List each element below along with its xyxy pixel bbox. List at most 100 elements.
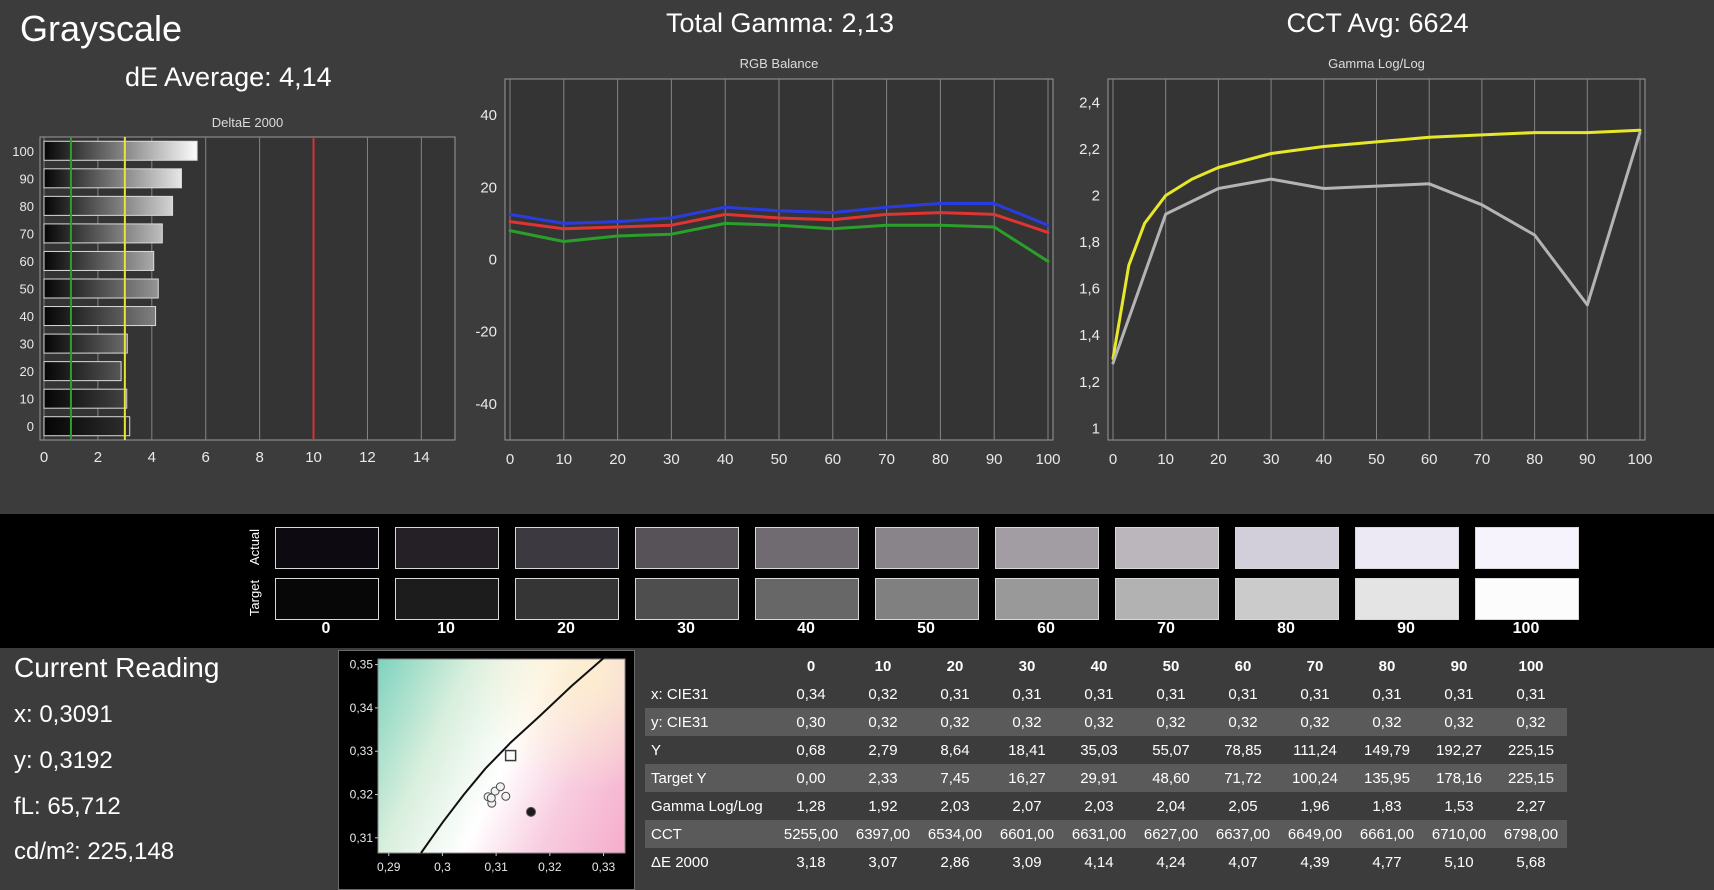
swatch-col-label-80: 80: [1277, 620, 1295, 637]
table-cell: 71,72: [1224, 769, 1262, 787]
tick-label: -20: [475, 324, 497, 341]
table-cell: 1,28: [796, 797, 826, 815]
tick-label: 40: [20, 309, 34, 324]
tick-label: 0,33: [592, 860, 616, 874]
tick-label: 70: [1474, 451, 1491, 468]
green-line: [508, 221, 1050, 263]
table-cell: 0,30: [796, 713, 826, 731]
row-label: Target Y: [651, 769, 707, 787]
cie-chart: 0,35 0,34 0,33 0,32 0,31 0,29 0,3 0,31 0,32 0,33: [350, 657, 626, 874]
table-cell: 2,03: [940, 797, 970, 815]
actual-swatch-40: [755, 527, 859, 569]
deltae-bar-20: [43, 361, 122, 382]
actual-swatch-100: [1475, 527, 1579, 569]
tick-label: 20: [609, 451, 626, 468]
target-swatch-20: [515, 578, 619, 620]
measured-point: [501, 791, 511, 801]
tick-label: 0: [27, 419, 34, 434]
table-row-gamma-log-log: Gamma Log/Log 1,28 1,92 2,03 2,07 2,03 2,04 2,0…: [645, 792, 1567, 820]
tick-label: 1,4: [1079, 327, 1100, 344]
measured-point: [495, 782, 505, 792]
swatch-col-label-30: 30: [677, 620, 695, 637]
swatch-col-label-90: 90: [1397, 620, 1415, 637]
row-label: CCT: [651, 825, 682, 843]
table-cell: 0,31: [1300, 685, 1330, 703]
tick-label: 60: [20, 254, 34, 269]
tick-label: 0,29: [377, 860, 401, 874]
target-swatch-100: [1475, 578, 1579, 620]
tick-label: -40: [475, 396, 497, 413]
table-header-row: 0 10 20 30 40 50 60 70 80 90 100: [645, 652, 1567, 680]
tick-label: 10: [1157, 451, 1174, 468]
table-row-y-cie31: y: CIE31 0,30 0,32 0,32 0,32 0,32 0,32 0,32 0,32…: [645, 708, 1567, 736]
tick-label: 80: [20, 199, 34, 214]
tick-label: 0,34: [350, 701, 374, 715]
actual-swatch-30: [635, 527, 739, 569]
tick-label: 0,35: [350, 658, 374, 672]
table-cell: 0,32: [1516, 713, 1546, 731]
target-swatch-40: [755, 578, 859, 620]
table-cell: 4,24: [1156, 853, 1186, 871]
tick-label: 40: [717, 451, 734, 468]
tick-label: 0,3: [434, 860, 451, 874]
swatch-col-label-50: 50: [917, 620, 935, 637]
tick-label: 10: [555, 451, 572, 468]
tick-label: 80: [932, 451, 949, 468]
table-cell: 0,32: [1372, 713, 1402, 731]
tick-label: 90: [1579, 451, 1596, 468]
deltae-bar-30: [43, 333, 128, 354]
tick-label: 0,32: [538, 860, 562, 874]
table-col-header-40: 40: [1090, 657, 1108, 675]
tick-label: 1,2: [1079, 374, 1100, 391]
gamma-loglog-chart: Gamma Log/Log 0 10 20 30 40 50 60 70 80 90 100 2,4 2,…: [1079, 56, 1652, 468]
table-col-header-100: 100: [1518, 657, 1544, 675]
actual-swatch-70: [1115, 527, 1219, 569]
table-cell: 29,91: [1080, 769, 1118, 787]
current-reading-title: Current Reading: [14, 652, 220, 683]
target-swatch-70: [1115, 578, 1219, 620]
tick-label: 60: [1421, 451, 1438, 468]
table-cell: 2,33: [868, 769, 898, 787]
table-cell: 0,31: [940, 685, 970, 703]
table-col-header-0: 0: [806, 657, 816, 675]
table-cell: 6710,00: [1431, 825, 1487, 843]
actual-swatch-60: [995, 527, 1099, 569]
table-col-header-60: 60: [1234, 657, 1252, 675]
table-cell: 0,31: [1084, 685, 1114, 703]
deltae-bar-70: [43, 223, 163, 244]
table-row-x-cie31: x: CIE31 0,34 0,32 0,31 0,31 0,31 0,31 0,31 0,31…: [645, 680, 1567, 708]
tick-label: 100: [1627, 451, 1652, 468]
swatch-col-label-60: 60: [1037, 620, 1055, 637]
tick-label: 0,31: [350, 831, 374, 845]
reference-dot: [526, 806, 536, 817]
table-col-header-10: 10: [874, 657, 892, 675]
table-cell: 5,68: [1516, 853, 1546, 871]
table-cell: 0,31: [1444, 685, 1474, 703]
swatch-col-label-0: 0: [321, 620, 331, 637]
tick-label: 14: [413, 449, 430, 465]
table-cell: 3,07: [868, 853, 898, 871]
reading-y: y: 0,3192: [14, 747, 113, 774]
tick-label: 40: [480, 107, 497, 124]
table-cell: 4,07: [1228, 853, 1258, 871]
table-cell: 135,95: [1364, 769, 1410, 787]
table-cell: 0,32: [940, 713, 970, 731]
deltae-bar-0: [43, 416, 131, 437]
swatch-col-label-20: 20: [557, 620, 575, 637]
reading-x: x: 0,3091: [14, 701, 113, 728]
target-swatch-90: [1355, 578, 1459, 620]
tick-label: 100: [12, 144, 34, 159]
table-row-target-y: Target Y 0,00 2,33 7,45 16,27 29,91 48,60 71,72…: [645, 764, 1567, 792]
table-cell: 225,15: [1508, 741, 1554, 759]
actual-swatch-0: [275, 527, 379, 569]
tick-label: 60: [824, 451, 841, 468]
tick-label: 90: [986, 451, 1003, 468]
deltae-bar-60: [43, 250, 155, 271]
tick-label: 4: [148, 449, 156, 465]
table-cell: 225,15: [1508, 769, 1554, 787]
tick-label: 30: [1263, 451, 1280, 468]
table-cell: 3,09: [1012, 853, 1042, 871]
cct-avg-header: CCT Avg: 6624: [1286, 8, 1469, 38]
table-cell: 0,32: [1444, 713, 1474, 731]
table-cell: 178,16: [1436, 769, 1482, 787]
